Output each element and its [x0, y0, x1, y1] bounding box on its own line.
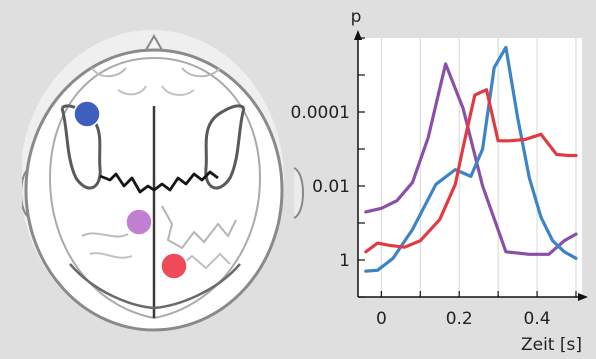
electrode-red: [160, 252, 188, 280]
occipital-rim: [69, 263, 241, 310]
x-tick-label: 0: [376, 309, 387, 329]
gyrus-low-right-1: [161, 205, 237, 250]
series-line-0: [364, 62, 578, 256]
y-axis-label: p: [351, 7, 362, 27]
label-layer: p Zeit [s] 0.0001 0.01 1 0 0.2 0.4: [291, 7, 582, 355]
series-layer: [364, 45, 578, 273]
y-tick-label: 0.01: [312, 177, 350, 197]
central-sulcus: [99, 170, 219, 194]
right-temporal-lobe: [204, 104, 246, 190]
y-tick-label: 0.0001: [291, 103, 350, 123]
x-tick-label: 0.4: [524, 309, 551, 329]
electrode-purple: [125, 208, 153, 236]
gyrus-low-left-2: [89, 252, 133, 259]
brain-svg: [20, 30, 304, 332]
gyrus-mid-left: [117, 85, 147, 96]
nose: [145, 33, 163, 51]
right-ear: [293, 167, 304, 219]
y-axis-arrow: [354, 30, 362, 40]
axis-layer: [354, 30, 588, 301]
x-axis-label: Zeit [s]: [521, 335, 582, 355]
chart-svg: p Zeit [s] 0.0001 0.01 1 0 0.2 0.4: [291, 7, 588, 355]
gyrus-top-right: [181, 67, 221, 78]
y-tick-label: 1: [339, 251, 350, 271]
gyrus-low-left-1: [81, 232, 129, 238]
series-line-2: [364, 88, 578, 254]
x-axis-arrow: [578, 293, 588, 301]
electrode-blue: [73, 100, 101, 128]
gyrus-top-left: [91, 67, 127, 78]
series-line-1: [364, 45, 578, 273]
x-tick-label: 0.2: [446, 309, 473, 329]
gyrus-mid-right: [161, 85, 195, 96]
p-value-chart: p Zeit [s] 0.0001 0.01 1 0 0.2 0.4: [270, 0, 596, 359]
brain-diagram: [20, 28, 314, 332]
